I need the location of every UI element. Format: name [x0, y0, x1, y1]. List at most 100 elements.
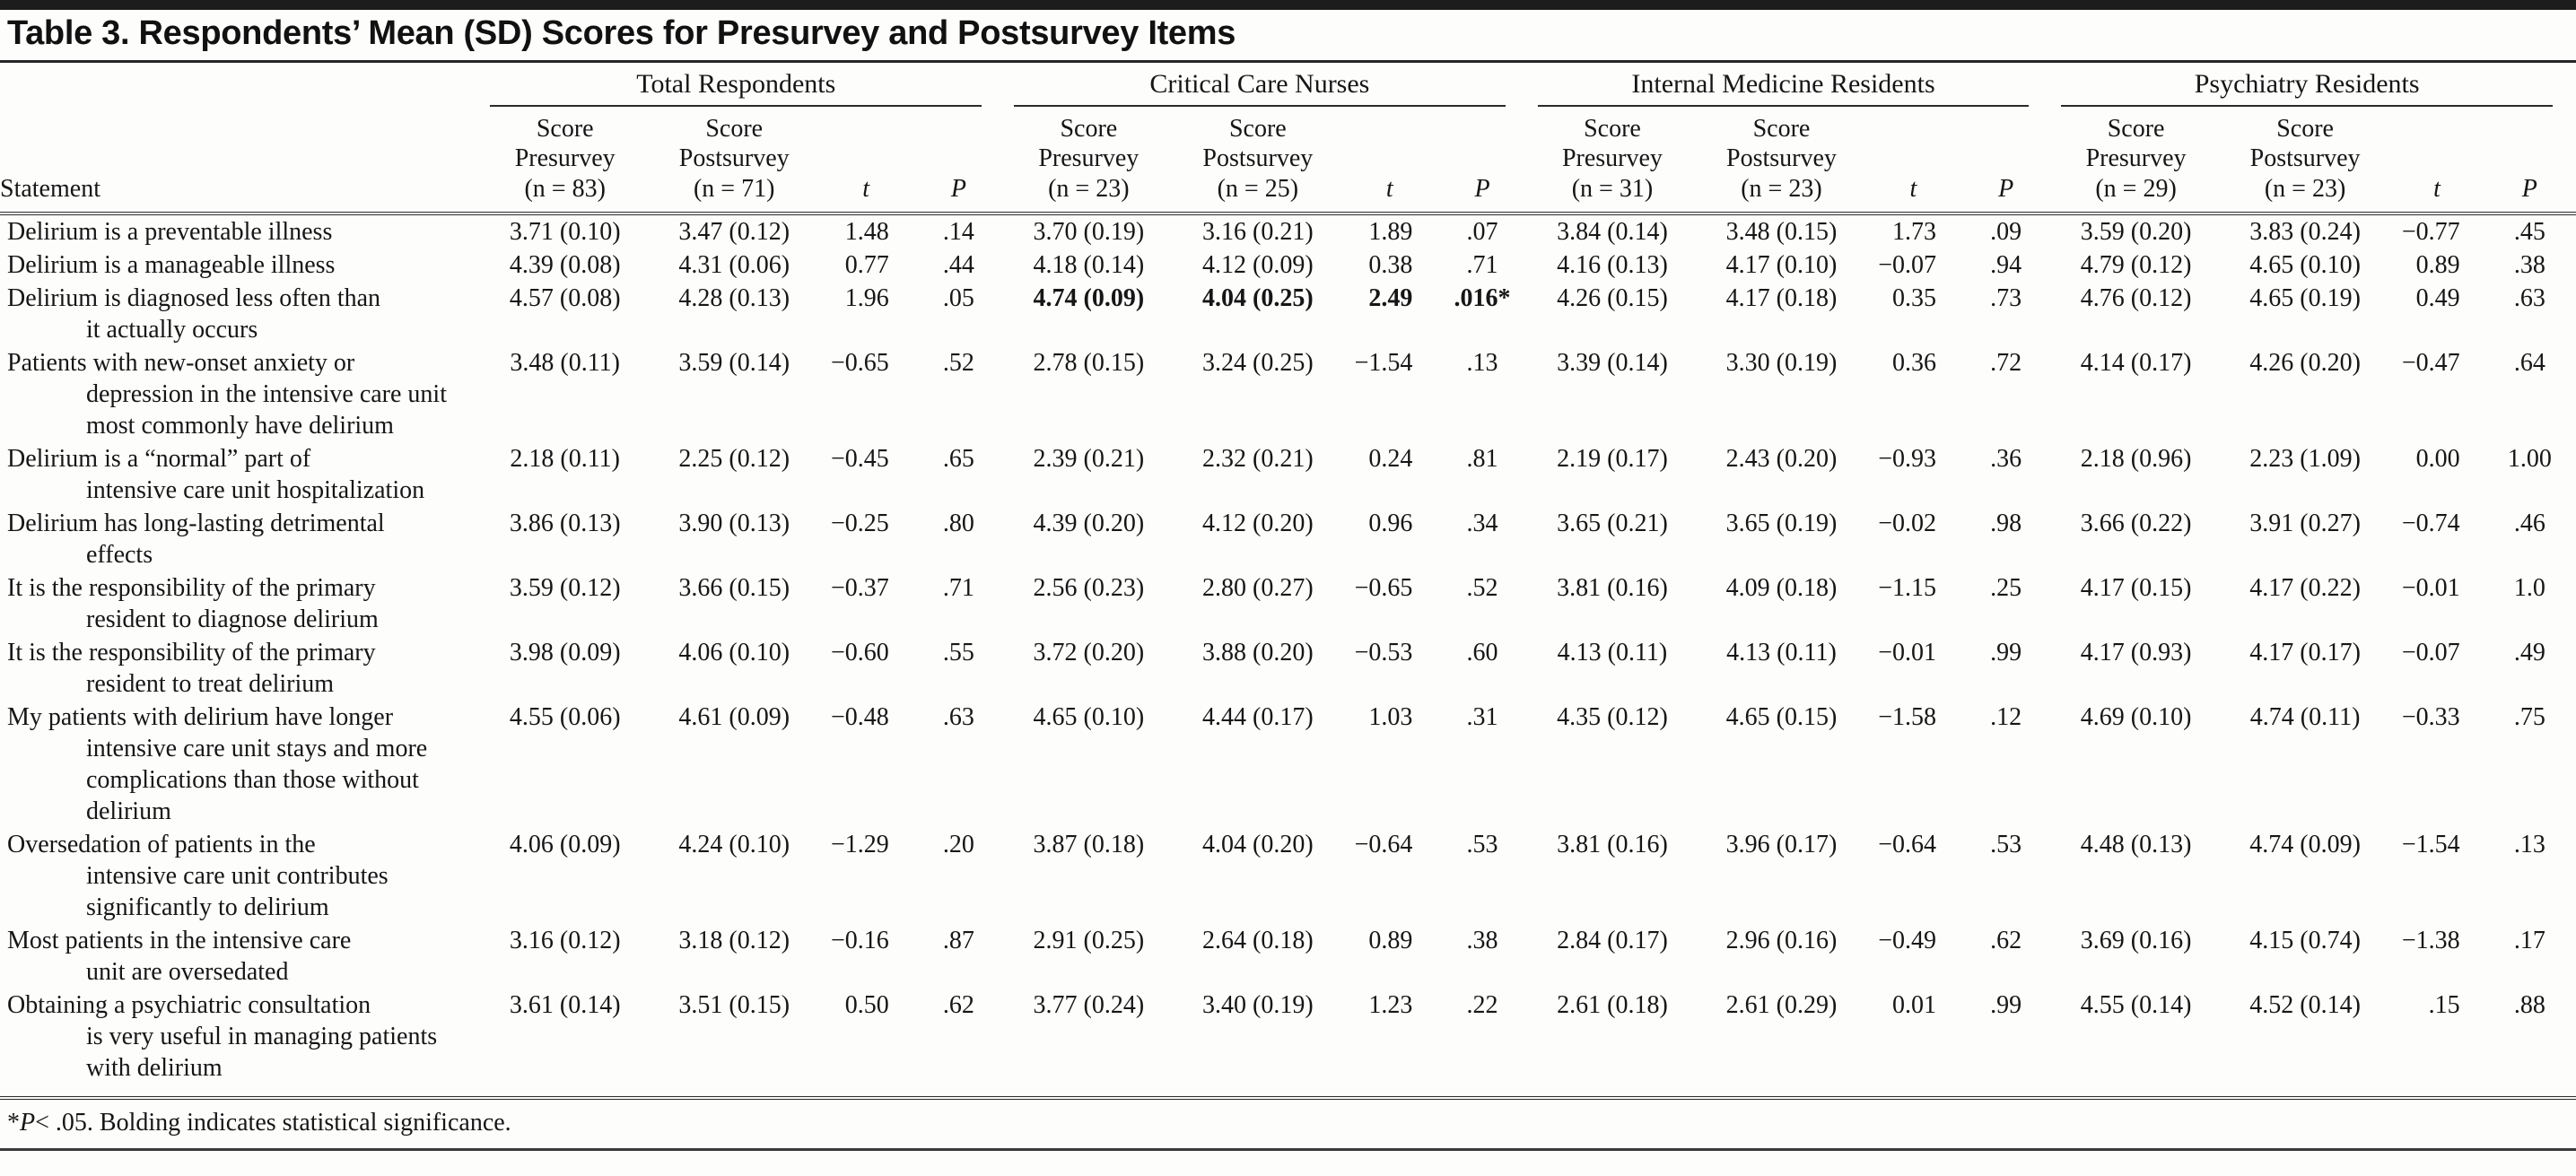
cell-p-value: .44	[942, 251, 974, 280]
group-internal-medicine-residents: Internal Medicine Residents	[1529, 63, 2053, 107]
table-row: Obtaining a psychiatric consultation is …	[0, 989, 2576, 1096]
cell-presurvey-mean: 3.16 (0.12)	[509, 927, 621, 955]
cell-postsurvey-mean: 3.88 (0.20)	[1202, 639, 1314, 667]
cell-presurvey-mean: 2.39 (0.21)	[1033, 445, 1145, 474]
cell-postsurvey-mean: 3.59 (0.14)	[678, 349, 790, 378]
cell-presurvey-mean: 4.57 (0.08)	[509, 284, 621, 313]
col-p-total: P	[912, 106, 1006, 216]
cell-presurvey-mean: 2.56 (0.23)	[1033, 574, 1145, 603]
cell-t-value: −1.38	[2401, 927, 2460, 955]
cell-t-value: −0.93	[1878, 445, 1936, 474]
group-header-row: Total Respondents Critical Care Nurses I…	[0, 63, 2576, 107]
table-row: Delirium is diagnosed less often than it…	[0, 282, 2576, 346]
cell-p-value: .36	[1990, 445, 2022, 474]
cell-presurvey-mean: 3.59 (0.20)	[2080, 218, 2192, 247]
cell-presurvey-mean: 3.98 (0.09)	[509, 639, 621, 667]
table-footnote: *P< .05. Bolding indicates statistical s…	[0, 1096, 2576, 1152]
cell-p-value: .71	[1466, 251, 1498, 280]
statement-cell: Obtaining a psychiatric consultation is …	[7, 991, 438, 1083]
cell-p-value: .52	[942, 349, 974, 378]
table-row: It is the responsibility of the primary …	[0, 571, 2576, 636]
cell-p-value: .49	[2513, 639, 2545, 667]
cell-presurvey-mean: 3.59 (0.12)	[509, 574, 621, 603]
cell-postsurvey-mean: 2.23 (1.09)	[2249, 445, 2361, 474]
cell-p-value: .20	[942, 831, 974, 859]
col-presurvey-total: Score Presurvey (n = 83)	[481, 106, 649, 216]
cell-p-value: .98	[1990, 510, 2022, 538]
cell-p-value: .53	[1466, 831, 1498, 859]
statement-cell: Delirium is diagnosed less often than it…	[7, 284, 381, 344]
cell-p-value: .99	[1990, 639, 2022, 667]
cell-postsurvey-mean: 4.12 (0.20)	[1202, 510, 1314, 538]
table-row: Delirium is a preventable illness 3.71 (0…	[0, 213, 2576, 248]
group-label: Psychiatry Residents	[2061, 68, 2553, 107]
cell-presurvey-mean: 3.65 (0.21)	[1557, 510, 1668, 538]
cell-presurvey-mean: 3.72 (0.20)	[1033, 639, 1145, 667]
cell-presurvey-mean: 2.61 (0.18)	[1557, 991, 1668, 1020]
cell-p-value: .12	[1990, 703, 2022, 732]
statement-cell: It is the responsibility of the primary …	[7, 574, 379, 634]
cell-postsurvey-mean: 3.96 (0.17)	[1725, 831, 1838, 859]
col-p-imr: P	[1960, 106, 2053, 216]
cell-p-value: .45	[2513, 218, 2545, 247]
table-row: Delirium is a manageable illness 4.39 (0.…	[0, 248, 2576, 282]
cell-postsurvey-mean: 3.90 (0.13)	[678, 510, 790, 538]
cell-postsurvey-mean: 4.24 (0.10)	[678, 831, 790, 859]
cell-postsurvey-mean: 3.83 (0.24)	[2249, 218, 2361, 247]
cell-presurvey-mean: 4.48 (0.13)	[2080, 831, 2192, 859]
cell-presurvey-mean: 4.76 (0.12)	[2080, 284, 2192, 313]
statement-cell: Oversedation of patients in the intensiv…	[7, 831, 389, 922]
table-row: My patients with delirium have longer in…	[0, 701, 2576, 828]
cell-postsurvey-mean: 4.06 (0.10)	[678, 639, 790, 667]
col-postsurvey-pr: Score Postsurvey (n = 23)	[2219, 106, 2391, 216]
cell-p-value: .80	[942, 510, 974, 538]
group-label: Internal Medicine Residents	[1537, 68, 2030, 107]
cell-t-value: −0.07	[1878, 251, 1936, 280]
statement-cell: Delirium has long-lasting detrimental ef…	[7, 510, 385, 570]
cell-t-value: 0.50	[844, 991, 889, 1020]
cell-postsurvey-mean: 4.74 (0.11)	[2249, 703, 2361, 732]
cell-t-value: 0.35	[1892, 284, 1936, 313]
cell-p-value: .52	[1466, 574, 1498, 603]
cell-p-value: .71	[942, 574, 974, 603]
cell-postsurvey-mean: 2.25 (0.12)	[678, 445, 790, 474]
cell-t-value: 0.96	[1368, 510, 1413, 538]
cell-p-value: .38	[1466, 927, 1498, 955]
cell-presurvey-mean: 2.18 (0.11)	[510, 445, 620, 474]
cell-p-value: .87	[942, 927, 974, 955]
table-row: Oversedation of patients in the intensiv…	[0, 828, 2576, 924]
cell-presurvey-mean: 3.77 (0.24)	[1033, 991, 1145, 1020]
cell-postsurvey-mean: 4.52 (0.14)	[2249, 991, 2361, 1020]
cell-p-value: .07	[1466, 218, 1498, 247]
cell-t-value: −1.54	[1354, 349, 1413, 378]
cell-postsurvey-mean: 3.30 (0.19)	[1725, 349, 1838, 378]
cell-p-value: 1.0	[2513, 574, 2545, 603]
cell-p-value: .05	[942, 284, 974, 313]
cell-t-value: −1.54	[2401, 831, 2460, 859]
cell-t-value: 0.36	[1892, 349, 1936, 378]
cell-t-value: −0.49	[1878, 927, 1936, 955]
cell-presurvey-mean: 3.81 (0.16)	[1557, 831, 1668, 859]
scores-table: Total Respondents Critical Care Nurses I…	[0, 63, 2576, 1097]
cell-postsurvey-mean: 3.40 (0.19)	[1202, 991, 1314, 1020]
cell-t-value: −0.07	[2401, 639, 2460, 667]
cell-presurvey-mean: 3.84 (0.14)	[1557, 218, 1668, 247]
cell-t-value: −0.64	[1354, 831, 1413, 859]
cell-postsurvey-mean: 4.13 (0.11)	[1726, 639, 1837, 667]
table-row: Patients with new-onset anxiety or depre…	[0, 346, 2576, 442]
cell-t-value: 1.23	[1368, 991, 1413, 1020]
cell-postsurvey-mean: 4.28 (0.13)	[678, 284, 790, 313]
col-t-imr: t	[1866, 106, 1960, 216]
cell-postsurvey-mean: 4.17 (0.22)	[2249, 574, 2361, 603]
cell-presurvey-mean: 4.35 (0.12)	[1557, 703, 1668, 732]
cell-p-value: .31	[1466, 703, 1498, 732]
cell-postsurvey-mean: 4.65 (0.10)	[2249, 251, 2361, 280]
cell-presurvey-mean: 4.69 (0.10)	[2080, 703, 2192, 732]
cell-p-value: .99	[1990, 991, 2022, 1020]
statement-cell: It is the responsibility of the primary …	[7, 639, 376, 699]
cell-presurvey-mean: 3.61 (0.14)	[509, 991, 621, 1020]
col-postsurvey-imr: Score Postsurvey (n = 23)	[1696, 106, 1867, 216]
cell-t-value: 1.48	[844, 218, 889, 247]
table-title: Table 3. Respondents’ Mean (SD) Scores f…	[7, 14, 1236, 52]
cell-postsurvey-mean: 3.65 (0.19)	[1725, 510, 1838, 538]
